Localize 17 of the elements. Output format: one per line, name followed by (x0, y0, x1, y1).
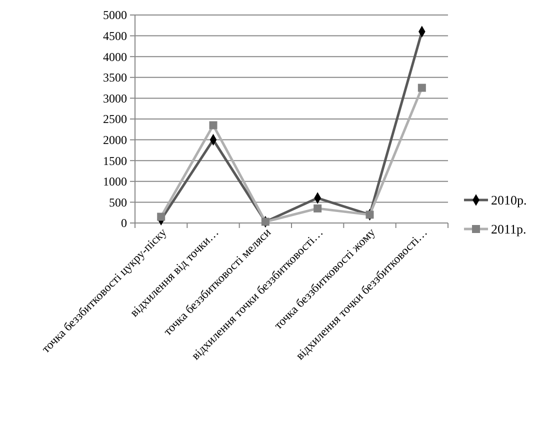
y-tick-label: 0 (121, 216, 127, 230)
point (418, 84, 426, 92)
y-tick-label: 4500 (103, 29, 127, 43)
point (209, 121, 218, 130)
y-tick-label: 5000 (103, 8, 127, 22)
point (157, 212, 166, 221)
y-tick-label: 2500 (103, 112, 127, 126)
y-tick-label: 1000 (103, 174, 127, 189)
point (314, 204, 322, 212)
y-tick-label: 3500 (103, 70, 127, 85)
legend-label: 2011р. (491, 222, 526, 237)
y-tick-label: 3000 (103, 91, 127, 106)
y-tick-label: 1500 (103, 154, 127, 168)
y-tick-label: 500 (109, 195, 127, 210)
y-tick-label: 4000 (103, 50, 127, 64)
y-tick-label: 2000 (103, 133, 127, 147)
legend-label: 2010р. (491, 192, 527, 208)
